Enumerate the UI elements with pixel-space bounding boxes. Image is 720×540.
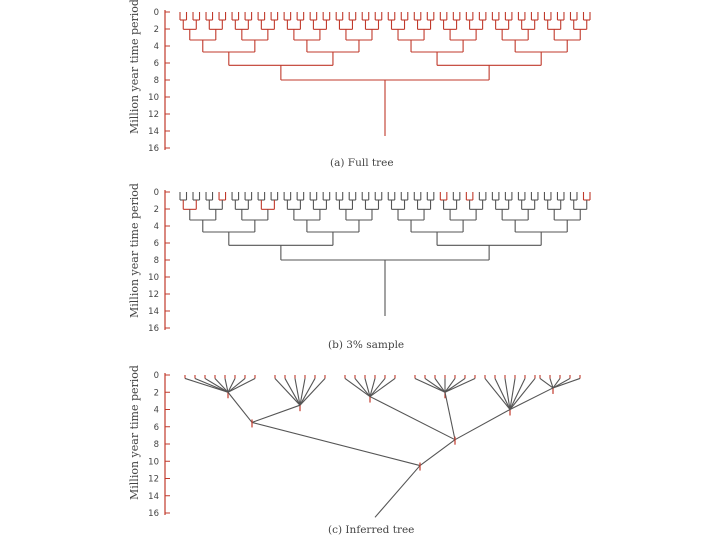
y-tick-label: 6	[154, 239, 159, 249]
branch	[419, 439, 456, 467]
y-tick-label: 16	[148, 509, 159, 519]
y-tick-label: 2	[154, 205, 159, 215]
branch	[444, 378, 456, 393]
y-tick-label: 2	[154, 25, 159, 35]
y-tick-label: 4	[154, 42, 159, 52]
y-tick-label: 10	[148, 273, 159, 283]
y-tick-label: 14	[148, 127, 159, 137]
y-axis-label: Million year time period	[128, 0, 141, 134]
y-tick-label: 8	[154, 440, 159, 450]
y-tick-label: 4	[154, 222, 159, 232]
branch	[194, 377, 229, 393]
branch	[299, 378, 316, 406]
y-axis-label: Million year time period	[128, 183, 141, 318]
branch	[251, 421, 421, 467]
branch	[414, 377, 446, 393]
branch	[552, 378, 561, 389]
y-tick-label: 6	[154, 423, 159, 433]
branch	[354, 378, 371, 397]
branch	[494, 378, 511, 410]
branch	[227, 391, 253, 423]
y-tick-label: 0	[154, 371, 159, 381]
branch	[444, 392, 456, 440]
branch	[509, 378, 536, 410]
branch	[299, 378, 306, 406]
branch	[444, 377, 466, 393]
y-tick-label: 16	[148, 144, 159, 154]
panel-inferred-tree: 0 2 4 6 8 10 12 14 16 Million year time period (…	[0, 360, 720, 540]
panel-sample-tree: 0 2 4 6 8 10 12 14 16 Million year time period (…	[0, 180, 720, 360]
branch	[369, 396, 456, 441]
y-tick-label: 4	[154, 406, 159, 416]
y-tick-label: 12	[148, 290, 159, 300]
inferred-tree-diagram: 0 2 4 6 8 10 12 14 16	[148, 371, 581, 519]
branch	[504, 378, 511, 410]
y-tick-label: 14	[148, 307, 159, 317]
y-tick-label: 0	[154, 188, 159, 198]
full-tree-diagram: 0 2 4 6 8 10 12 14 16	[148, 8, 591, 154]
branch	[274, 378, 301, 406]
y-tick-label: 10	[148, 93, 159, 103]
branch	[484, 378, 511, 410]
branch	[227, 378, 236, 393]
y-tick-label: 16	[148, 324, 159, 334]
y-tick-label: 0	[154, 8, 159, 18]
y-tick-label: 8	[154, 76, 159, 86]
panel-caption: (c) Inferred tree	[328, 524, 415, 536]
branch	[552, 377, 571, 389]
branch	[227, 377, 256, 393]
branch	[284, 378, 301, 406]
branch	[294, 378, 301, 406]
branch	[509, 387, 554, 410]
y-axis-label: Million year time period	[128, 365, 141, 500]
branch	[369, 378, 386, 397]
branch	[424, 377, 446, 393]
y-tick-label: 12	[148, 475, 159, 485]
branch	[552, 377, 581, 389]
branch	[539, 378, 554, 389]
y-tick-label: 6	[154, 59, 159, 69]
panel-caption: (a) Full tree	[330, 157, 394, 169]
branch	[224, 378, 229, 393]
y-tick-label: 10	[148, 457, 159, 467]
branch	[509, 378, 526, 410]
branch	[184, 377, 229, 393]
branch	[251, 404, 301, 423]
branch	[204, 377, 229, 393]
y-tick-label: 12	[148, 110, 159, 120]
branch	[369, 378, 396, 398]
branch	[454, 409, 511, 441]
branch	[374, 465, 421, 518]
branch	[364, 378, 371, 397]
y-tick-label: 2	[154, 388, 159, 398]
branch	[549, 378, 554, 389]
branch	[344, 378, 371, 398]
branch	[369, 378, 376, 397]
y-tick-label: 14	[148, 492, 159, 502]
branch	[214, 378, 229, 393]
branch	[434, 378, 446, 393]
sample-tree-diagram: 0 2 4 6 8 10 12 14 16	[148, 188, 591, 334]
panel-full-tree: 0 2 4 6 8 10 12 14 16 Million year time period (…	[0, 0, 720, 180]
branch	[227, 378, 246, 393]
branch	[444, 377, 476, 393]
branch	[299, 378, 326, 406]
branch	[509, 378, 516, 410]
y-tick-label: 8	[154, 256, 159, 266]
panel-caption: (b) 3% sample	[328, 339, 405, 351]
